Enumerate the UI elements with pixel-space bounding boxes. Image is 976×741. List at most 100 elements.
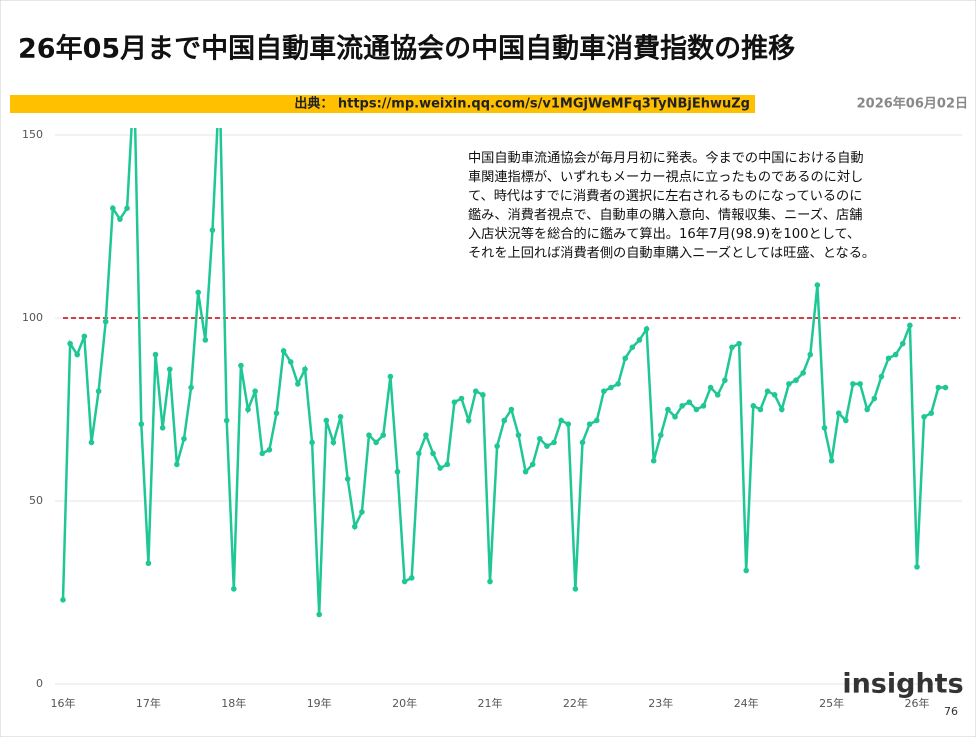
point (750, 403, 757, 409)
annotation-line: それを上回れば消費者側の自動車購入ニーズとしては旺盛、となる。 (468, 245, 875, 261)
point (152, 351, 159, 358)
point (74, 351, 81, 358)
point (465, 417, 472, 424)
point (174, 461, 180, 468)
point (387, 373, 394, 380)
annotation-line: て、時代はすでに消費者の選択に左右されるものになっているのに (468, 188, 862, 204)
point (266, 446, 273, 453)
point (522, 468, 529, 475)
point (942, 384, 949, 391)
point (693, 406, 700, 413)
x-tick-label: 20年 (392, 696, 417, 710)
point (316, 611, 323, 618)
point (416, 450, 422, 457)
point (529, 461, 536, 468)
point (650, 457, 657, 464)
point (729, 344, 735, 351)
point (771, 392, 778, 398)
point (786, 381, 792, 387)
point (238, 362, 244, 369)
point (892, 351, 899, 358)
point (643, 326, 650, 332)
point (330, 439, 337, 446)
point (679, 403, 685, 409)
point (245, 406, 251, 413)
point (658, 432, 664, 438)
x-tick-label: 16年 (51, 696, 76, 710)
x-tick-label: 26年 (905, 696, 930, 710)
point (188, 384, 194, 391)
x-tick-label: 19年 (307, 696, 332, 710)
point (579, 439, 586, 446)
point (778, 406, 785, 413)
point (209, 227, 216, 233)
point (295, 381, 301, 387)
point (921, 414, 927, 420)
point (508, 406, 515, 413)
point (935, 384, 942, 391)
point (166, 366, 173, 373)
point (793, 377, 799, 384)
point (928, 410, 935, 416)
point (871, 395, 878, 402)
point (843, 417, 849, 424)
point (686, 399, 693, 405)
point (67, 340, 73, 347)
point (437, 465, 443, 471)
point (430, 450, 436, 457)
point (736, 340, 742, 347)
point (394, 468, 401, 475)
plot (60, 128, 960, 618)
point (764, 388, 771, 395)
point (565, 421, 572, 427)
point (899, 340, 906, 347)
point (700, 403, 707, 409)
point (472, 388, 479, 395)
x-tick-label: 23年 (648, 696, 673, 710)
x-tick-label: 25年 (819, 696, 844, 710)
point (857, 381, 863, 387)
annotation-line: 入店状況等を総合的に鑑みて算出。16年7月(98.9)を100として、 (468, 225, 860, 242)
point (95, 388, 102, 395)
point (401, 578, 408, 585)
point (480, 392, 486, 398)
point (444, 461, 451, 468)
point (743, 567, 749, 574)
annotation-line: 車関連指標が、いずれもメーカー視点に立ったものであるのに対し (468, 169, 863, 185)
point (537, 435, 543, 442)
title: 26年05月まで中国自動車流通協会の中国自動車消費指数の推移 (18, 33, 795, 65)
point (622, 355, 629, 362)
point (309, 439, 315, 446)
x-tick-label: 17年 (136, 696, 161, 710)
point (807, 351, 814, 358)
point (124, 205, 130, 211)
annotation: 中国自動車流通協会が毎月月初に発表。今までの中国における自動車関連指標が、いずれ… (468, 150, 875, 261)
page-number: 76 (944, 705, 958, 718)
point (280, 348, 287, 354)
y-tick-label: 100 (22, 311, 43, 324)
point (821, 425, 828, 431)
point (672, 414, 678, 420)
point (608, 384, 614, 391)
point (593, 417, 600, 424)
point (408, 575, 415, 581)
point (586, 421, 593, 427)
point (551, 439, 557, 446)
point (665, 406, 671, 413)
point (259, 450, 266, 457)
point (878, 373, 885, 380)
point (814, 282, 821, 288)
point (828, 457, 835, 464)
point (60, 597, 66, 603)
point (501, 417, 508, 424)
point (273, 410, 280, 416)
point (515, 432, 522, 438)
y-tick-label: 0 (36, 677, 43, 690)
x-tick-label: 24年 (734, 696, 759, 710)
point (423, 432, 429, 438)
point (302, 366, 308, 373)
point (252, 388, 258, 395)
